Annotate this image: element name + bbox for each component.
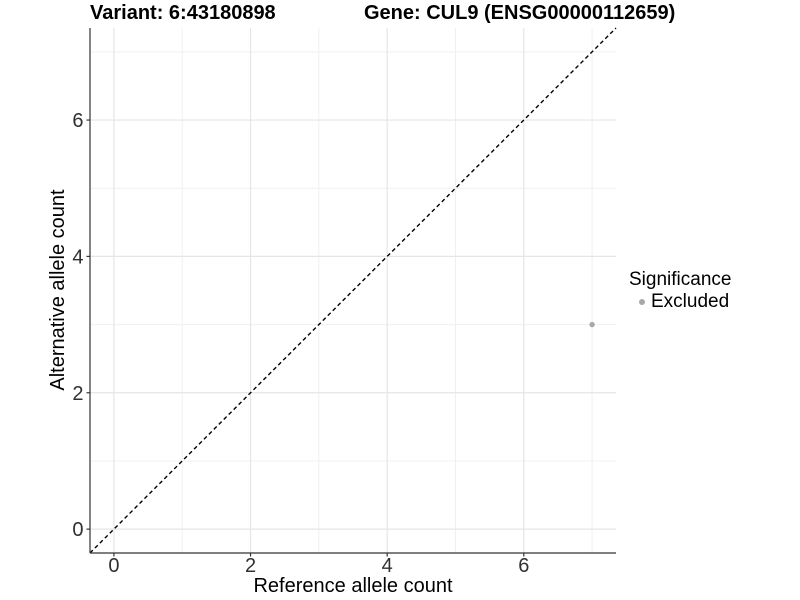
- legend-title: Significance: [629, 269, 732, 290]
- identity-dashed-line: [89, 27, 617, 554]
- legend: Significance Excluded: [629, 269, 731, 313]
- x-tick-label: 6: [518, 555, 529, 577]
- data-point: [589, 321, 595, 328]
- x-axis-title: Reference allele count: [253, 575, 453, 597]
- variant-title: Variant: 6:43180898: [90, 2, 276, 24]
- x-tick-label: 0: [108, 555, 119, 577]
- legend-key: [632, 293, 651, 312]
- legend-item-label: Excluded: [651, 291, 730, 312]
- legend-item-excluded: Excluded: [629, 291, 731, 313]
- gene-title: Gene: CUL9 (ENSG00000112659): [364, 2, 676, 24]
- legend-dot-icon: [638, 299, 645, 305]
- y-tick-label: 4: [72, 246, 83, 268]
- x-tick-label: 4: [382, 555, 393, 577]
- y-tick-label: 6: [72, 110, 83, 132]
- x-tick-label: 2: [245, 555, 256, 577]
- y-axis-title: Alternative allele count: [47, 189, 69, 391]
- y-tick-label: 2: [72, 383, 83, 405]
- y-tick-label: 0: [72, 519, 83, 541]
